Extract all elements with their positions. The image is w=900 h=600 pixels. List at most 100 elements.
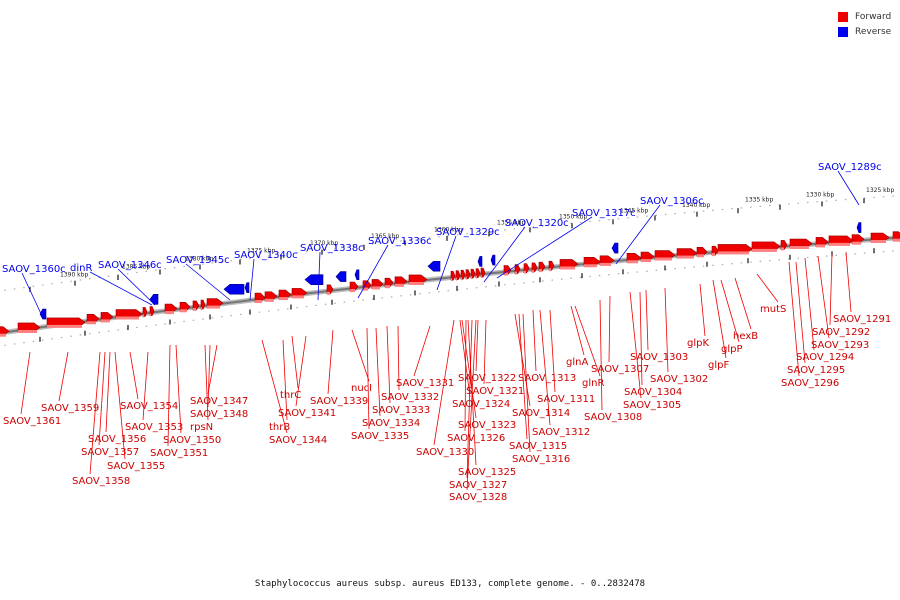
reverse-gene-label-dinr: dinR (70, 263, 92, 274)
forward-gene-leader (58, 351, 69, 402)
reverse-gene-arrow (477, 256, 483, 267)
forward-gene-label-saov-1361: SAOV_1361 (3, 416, 61, 427)
forward-gene-label-glpf: glpF (708, 360, 729, 371)
forward-gene-shadow (87, 321, 96, 325)
forward-gene-label-saov-1351: SAOV_1351 (150, 448, 208, 459)
forward-gene-leader (629, 291, 642, 399)
forward-gene-leader (366, 327, 370, 430)
forward-gene-arrow (0, 326, 10, 337)
forward-gene-label-saov-1339: SAOV_1339 (310, 396, 368, 407)
forward-gene-shadow (816, 244, 825, 248)
forward-gene-leader (114, 351, 126, 460)
forward-gene-shadow (471, 276, 472, 280)
forward-gene-label-saov-1330: SAOV_1330 (416, 447, 474, 458)
forward-gene-shadow (893, 238, 900, 242)
forward-gene-label-saov-1302: SAOV_1302 (650, 374, 708, 385)
reverse-gene-leader (483, 226, 526, 283)
forward-gene-leader (539, 309, 551, 426)
reverse-gene-label-saov-1360c: SAOV_1360c (2, 264, 66, 275)
forward-gene-leader (291, 335, 299, 389)
forward-gene-label-rpsn: rpsN (190, 422, 213, 433)
forward-gene-leader (756, 273, 779, 303)
kbp-tick-label: 1355 kbp (497, 220, 525, 227)
forward-gene-label-saov-1358: SAOV_1358 (72, 476, 130, 487)
forward-gene-label-saov-1355: SAOV_1355 (107, 461, 165, 472)
forward-gene-label-saov-1344: SAOV_1344 (269, 435, 327, 446)
forward-gene-shadow (712, 253, 715, 257)
reverse-gene-label-saov-1289c: SAOV_1289c (818, 162, 882, 173)
forward-gene-shadow (549, 268, 551, 272)
forward-gene-label-saov-1294: SAOV_1294 (796, 352, 854, 363)
forward-gene-leader (734, 277, 752, 330)
kbp-tick-label: 1340 kbp (682, 202, 710, 209)
forward-gene-label-saov-1296: SAOV_1296 (781, 378, 839, 389)
forward-gene-shadow (18, 330, 37, 333)
forward-gene-label-saov-1348: SAOV_1348 (190, 409, 248, 420)
forward-gene-leader (167, 344, 171, 447)
reverse-gene-label-saov-1320c: SAOV_1320c (505, 218, 569, 229)
forward-gene-label-saov-1324: SAOV_1324 (452, 399, 510, 410)
forward-gene-leader (699, 283, 706, 337)
forward-gene-leader (20, 351, 31, 415)
reverse-gene-leader (21, 272, 44, 319)
forward-gene-label-saov-1308: SAOV_1308 (584, 412, 642, 423)
forward-gene-shadow (781, 247, 784, 251)
forward-gene-label-saov-1311: SAOV_1311 (537, 394, 595, 405)
forward-gene-shadow (279, 297, 288, 301)
legend-forward: Forward (838, 9, 891, 24)
kbp-tick-label: 1335 kbp (745, 197, 773, 204)
forward-gene-leader (720, 279, 740, 343)
forward-gene-shadow (829, 242, 850, 246)
reverse-gene-leader (249, 258, 255, 301)
forward-gene-shadow (718, 251, 749, 255)
forward-gene-label-saov-1328: SAOV_1328 (449, 492, 507, 503)
forward-gene-shadow (584, 264, 597, 268)
forward-gene-label-saov-1292: SAOV_1292 (812, 327, 870, 338)
forward-gene-shadow (504, 272, 508, 276)
forward-gene-label-saov-1305: SAOV_1305 (623, 400, 681, 411)
forward-gene-shadow (201, 307, 202, 311)
reverse-gene-label-saov-1345c: SAOV_1345c (166, 255, 230, 266)
forward-gene-leader (570, 305, 585, 356)
reverse-gene-arrow (427, 260, 441, 272)
forward-gene-shadow (532, 269, 534, 273)
reverse-gene-arrow (223, 283, 245, 295)
forward-gene-leader (105, 351, 111, 433)
forward-gene-leader (466, 319, 473, 479)
forward-gene-shadow (852, 241, 861, 245)
reverse-gene-label-saov-1329c: SAOV_1329c (436, 227, 500, 238)
forward-gene-shadow (456, 277, 457, 281)
forward-gene-leader (829, 253, 833, 326)
forward-gene-shadow (165, 311, 174, 315)
reverse-gene-arrow (304, 274, 324, 285)
reverse-gene-label-saov-1340c: SAOV_1340c (234, 250, 298, 261)
legend-reverse: Reverse (838, 24, 891, 39)
lower-dotted-track (0, 249, 900, 347)
forward-gene-shadow (180, 309, 187, 313)
reverse-gene-leader (89, 271, 153, 306)
forward-gene-shadow (350, 289, 355, 293)
forward-gene-label-saov-1316: SAOV_1316 (512, 454, 570, 465)
forward-gene-shadow (476, 275, 477, 279)
forward-gene-leader (461, 319, 477, 419)
forward-gene-shadow (451, 278, 452, 282)
forward-gene-label-saov-1327: SAOV_1327 (449, 480, 507, 491)
forward-gene-leader (664, 287, 669, 373)
reverse-gene-leader (496, 216, 593, 279)
forward-gene-label-saov-1333: SAOV_1333 (372, 405, 430, 416)
forward-gene-leader (532, 309, 537, 372)
forward-gene-label-saov-1357: SAOV_1357 (81, 447, 139, 458)
forward-gene-label-saov-1356: SAOV_1356 (88, 434, 146, 445)
forward-gene-leader (608, 295, 611, 363)
forward-gene-label-saov-1325: SAOV_1325 (458, 467, 516, 478)
legend-forward-label: Forward (855, 11, 892, 22)
forward-gene-shadow (466, 276, 467, 280)
forward-gene-label-saov-1335: SAOV_1335 (351, 431, 409, 442)
upper-dotted-track (0, 194, 900, 292)
forward-gene-shadow (871, 240, 886, 243)
forward-gene-leader (351, 329, 370, 382)
forward-gene-shadow (385, 285, 390, 289)
forward-gene-leader (375, 327, 381, 417)
reverse-gene-leader (317, 251, 321, 301)
